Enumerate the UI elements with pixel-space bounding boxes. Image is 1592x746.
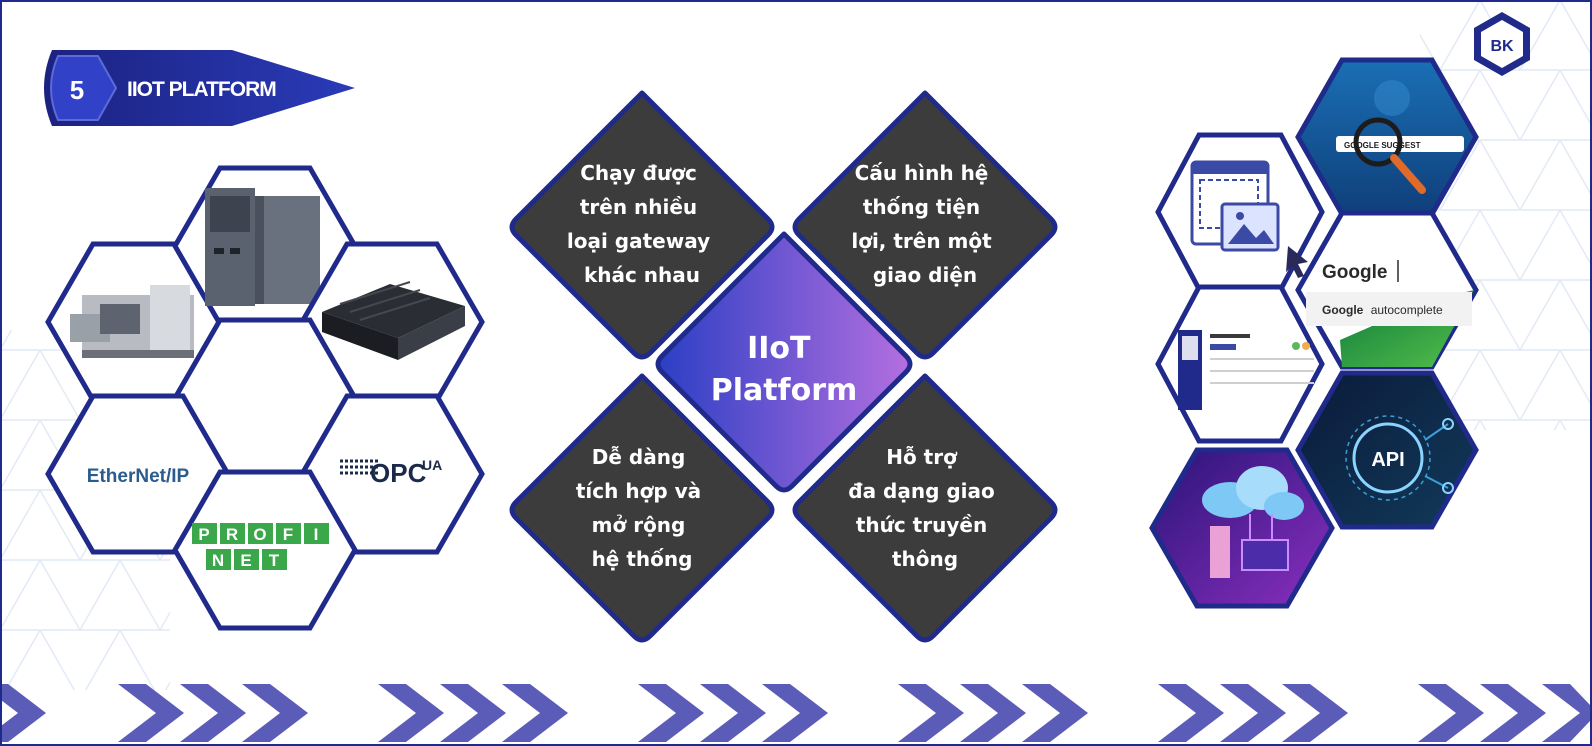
google-suggest-text: GOOGLE SUGGEST — [1344, 141, 1421, 150]
feature-text-line: giao diện — [873, 263, 977, 287]
feature-text-line: thức truyền — [856, 513, 987, 537]
chevron-icon — [1418, 684, 1484, 742]
section-title: IIOT PLATFORM — [127, 78, 276, 101]
svg-text:Dễ dàng tích hợp và: Dễ dàng tích hợp và mở rộng hệ thống — [576, 445, 708, 571]
chevron-icon — [180, 684, 246, 742]
svg-text:IIoT Platform: IIoT Platform — [711, 331, 858, 408]
hex-dashboard — [1155, 284, 1325, 444]
feature-top-left: Chạy được trên nhiều loại gateway khác n… — [509, 90, 775, 360]
svg-text:N: N — [212, 551, 224, 570]
hex-browser-window — [1155, 132, 1325, 292]
hex-profinet: P R O F I N E T — [172, 469, 358, 631]
dashboard-screenshot-icon — [1178, 330, 1314, 410]
svg-text:P: P — [198, 525, 209, 544]
hex-industrial-pc — [172, 165, 358, 327]
opc-ua-logo: OPC UA — [340, 457, 442, 488]
feature-text-line: mở rộng — [592, 513, 686, 537]
chevron-icon — [378, 684, 444, 742]
profinet-logo: P R O F I N E T — [192, 523, 329, 570]
feature-cluster: Chạy được trên nhiều loại gateway khác n… — [509, 90, 1058, 643]
chevron-icon — [118, 684, 184, 742]
feature-text-line: Dễ dàng — [592, 445, 686, 469]
opc-ua-text: UA — [422, 457, 442, 473]
chevron-icon — [0, 684, 46, 742]
svg-text:F: F — [283, 525, 293, 544]
chevron-icon — [502, 684, 568, 742]
feature-text-line: trên nhiều — [580, 195, 697, 219]
chevron-icon — [1220, 684, 1286, 742]
svg-text:Chạy được trên nhiều: Chạy được trên nhiều loại gateway khác n… — [567, 161, 717, 287]
hardware-hex-cluster: EtherNet/IP OPC UA P R O F I N E — [45, 165, 485, 631]
feature-bottom-right: Hỗ trợ đa dạng giao thức truyền thông — [792, 373, 1058, 643]
browser-image-icon — [1190, 160, 1308, 278]
chevron-icon — [898, 684, 964, 742]
ethernet-ip-logo: EtherNet/IP — [87, 466, 190, 487]
svg-text:R: R — [226, 525, 238, 544]
cloud-server-icon — [1202, 466, 1304, 578]
web-hex-cluster: GOOGLE SUGGEST Google Google autocomplet… — [1149, 57, 1479, 609]
feature-text-line: khác nhau — [584, 263, 700, 287]
bottom-chevron-strip — [0, 684, 1590, 742]
feature-text-line: Chạy được — [580, 161, 697, 185]
feature-text-line: hệ thống — [592, 547, 693, 571]
svg-text:O: O — [253, 525, 266, 544]
chevron-icon — [242, 684, 308, 742]
section-tag: 5 IIOT PLATFORM — [44, 50, 355, 126]
opc-text: OPC — [370, 458, 427, 488]
google-autocomplete-prefix: Google — [1322, 303, 1364, 317]
hex-cloud — [1149, 447, 1335, 609]
svg-text:Cấu hình hệ thống tiện: Cấu hình hệ thống tiện lợi, trên một gia… — [851, 161, 998, 287]
fanless-box-icon — [322, 281, 465, 360]
hex-api: API — [1295, 370, 1479, 530]
feature-top-right: Cấu hình hệ thống tiện lợi, trên một gia… — [792, 90, 1058, 360]
bk-logo: BK — [1474, 12, 1530, 76]
svg-text:Hỗ trợ đa dạng giao: Hỗ trợ đa dạng giao thức truyền thông — [848, 445, 1001, 571]
center-title-line1: IIoT — [747, 331, 811, 366]
api-network-icon: API — [1345, 415, 1454, 501]
chevron-icon — [960, 684, 1026, 742]
svg-text:I: I — [314, 525, 319, 544]
chevron-icon — [1158, 684, 1224, 742]
chevron-icon — [1480, 684, 1546, 742]
feature-text-line: đa dạng giao — [848, 479, 995, 503]
svg-text:T: T — [269, 551, 280, 570]
feature-text-line: lợi, trên một — [851, 229, 992, 253]
chevron-icon — [440, 684, 506, 742]
chevron-icon — [638, 684, 704, 742]
feature-text-line: thông — [892, 547, 958, 571]
feature-text-line: Cấu hình hệ — [855, 161, 989, 185]
cnc-machine-icon — [70, 285, 194, 358]
chevron-icon — [762, 684, 828, 742]
svg-text:E: E — [240, 551, 251, 570]
svg-text:Google autocomplete: Google autocomplete — [1322, 303, 1443, 317]
search-magnifier-icon: GOOGLE SUGGEST — [1336, 80, 1464, 194]
feature-text-line: tích hợp và — [576, 479, 701, 503]
center-iiot-platform: IIoT Platform — [655, 231, 913, 493]
section-number: 5 — [70, 75, 84, 105]
feature-text-line: loại gateway — [567, 229, 710, 253]
feature-bottom-left: Dễ dàng tích hợp và mở rộng hệ thống — [509, 373, 775, 643]
feature-text-line: Hỗ trợ — [886, 445, 958, 469]
google-autocomplete-suffix: autocomplete — [1371, 303, 1443, 317]
center-title-line2: Platform — [711, 373, 858, 408]
hex-google-autocomplete: Google Google autocomplete — [1295, 210, 1479, 370]
feature-text-line: thống tiện — [863, 195, 980, 219]
chevron-icon — [1022, 684, 1088, 742]
chevron-icon — [1282, 684, 1348, 742]
google-word: Google — [1322, 262, 1387, 283]
chevron-icon — [700, 684, 766, 742]
logo-text: BK — [1490, 38, 1514, 55]
api-label: API — [1371, 449, 1404, 471]
industrial-pc-icon — [205, 188, 320, 306]
chevron-icon — [1542, 684, 1590, 742]
